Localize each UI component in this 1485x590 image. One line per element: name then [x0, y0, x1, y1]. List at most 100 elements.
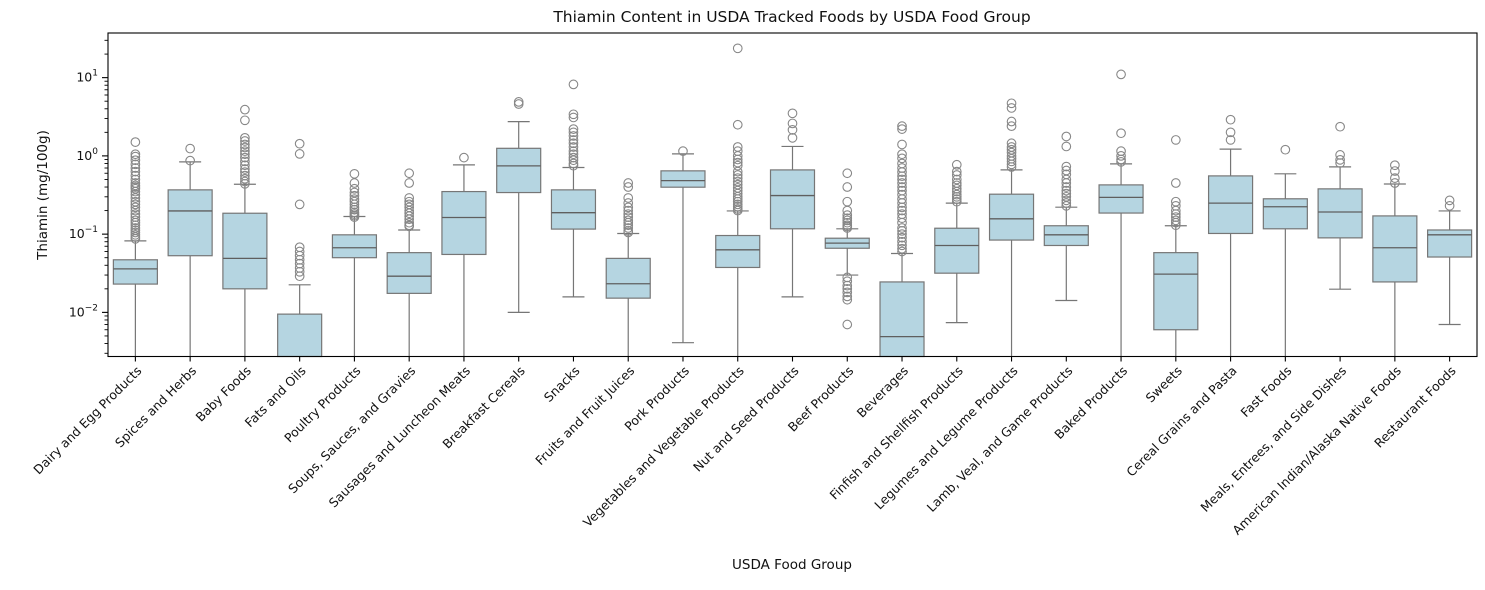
flier-point: [951, 166, 962, 177]
flier-point: [349, 168, 360, 179]
box-group: [605, 178, 651, 357]
flier-point: [1061, 174, 1072, 185]
flier-point: [897, 182, 907, 192]
flier-point: [1170, 205, 1181, 216]
x-tick-label: Nut and Seed Products: [690, 363, 802, 475]
flier-point: [1390, 160, 1400, 171]
y-tick-label: 10−1: [69, 225, 98, 241]
box: [1317, 188, 1363, 239]
flier-point: [1280, 144, 1291, 155]
flier-point: [1006, 162, 1017, 172]
flier-point: [568, 127, 579, 138]
flier-point: [787, 133, 798, 143]
flier-point: [842, 276, 853, 287]
flier-point: [130, 215, 141, 226]
flier-point: [130, 234, 141, 244]
y-tick-exponent: −1: [85, 225, 98, 235]
box: [605, 257, 651, 299]
x-tick-label: Sweets: [1143, 363, 1185, 405]
flier-point: [130, 183, 141, 194]
flier-point: [842, 283, 853, 294]
box: [715, 234, 761, 269]
flier-point: [951, 186, 962, 197]
x-tick-label: Fast Foods: [1237, 363, 1294, 420]
flier-point: [1390, 166, 1400, 176]
flier-point: [1444, 195, 1455, 206]
flier-point: [404, 208, 415, 219]
box: [331, 234, 378, 259]
flier-point: [732, 166, 743, 177]
flier-point: [240, 164, 250, 174]
x-tick-label: Dairy and Egg Products: [30, 363, 144, 477]
flier-point: [568, 155, 579, 166]
box: [550, 189, 597, 230]
flier-point: [1061, 182, 1072, 192]
flier-point: [897, 236, 907, 247]
box: [1043, 225, 1089, 247]
flier-point: [130, 193, 141, 203]
box-group: [1043, 131, 1089, 302]
box-group: [1207, 114, 1254, 357]
flier-point: [842, 196, 853, 207]
box: [1098, 184, 1144, 214]
flier-point: [568, 142, 579, 152]
flier-point: [951, 159, 962, 170]
x-tick-label: Fruits and Fruit Juices: [532, 363, 637, 468]
flier-point: [1390, 173, 1400, 183]
flier-point: [732, 194, 743, 204]
flier-point: [1061, 141, 1072, 152]
flier-point: [842, 215, 853, 226]
flier-point: [349, 178, 360, 188]
box: [1153, 252, 1199, 331]
flier-point: [1006, 156, 1017, 167]
flier-point: [1061, 161, 1072, 172]
box-group: [222, 104, 268, 357]
flier-point: [1170, 220, 1181, 231]
flier-point: [897, 121, 907, 131]
x-tick-label: Beverages: [854, 363, 911, 420]
chart-title: Thiamin Content in USDA Tracked Foods by…: [552, 8, 1030, 26]
flier-point: [897, 124, 907, 134]
flier-point: [732, 43, 743, 54]
y-axis-label: Thiamin (mg/100g): [35, 130, 51, 261]
flier-point: [897, 246, 907, 257]
flier-point: [951, 191, 962, 202]
flier-point: [897, 178, 907, 188]
flier-point: [568, 152, 579, 163]
flier-point: [294, 149, 305, 159]
flier-point: [294, 266, 305, 277]
flier-point: [240, 156, 250, 167]
flier-point: [404, 178, 415, 188]
flier-point: [349, 212, 360, 222]
flier-point: [732, 173, 743, 183]
flier-point: [1061, 195, 1072, 206]
x-tick-label: Snacks: [541, 363, 583, 405]
flier-point: [951, 170, 962, 180]
box-group: [496, 97, 542, 313]
flier-point: [349, 204, 360, 215]
flier-point: [787, 125, 798, 135]
flier-point: [623, 182, 634, 192]
flier-point: [130, 137, 141, 147]
flier-point: [732, 191, 743, 202]
flier-point: [240, 178, 250, 189]
box-group: [112, 137, 158, 357]
flier-point: [1061, 178, 1072, 188]
box: [496, 147, 542, 194]
x-axis-label: USDA Food Group: [732, 557, 852, 573]
plot-layer: [112, 43, 1473, 358]
flier-point: [568, 79, 579, 90]
flier-point: [130, 217, 141, 228]
flier-point: [1170, 215, 1181, 226]
flier-point: [1225, 114, 1236, 125]
flier-point: [732, 160, 743, 171]
flier-point: [842, 291, 853, 302]
flier-point: [1225, 135, 1236, 145]
x-tick-label: Cereal Grains and Pasta: [1123, 363, 1239, 479]
flier-point: [842, 319, 853, 330]
box-group: [934, 159, 980, 324]
flier-point: [1061, 198, 1072, 208]
flier-point: [513, 97, 524, 107]
